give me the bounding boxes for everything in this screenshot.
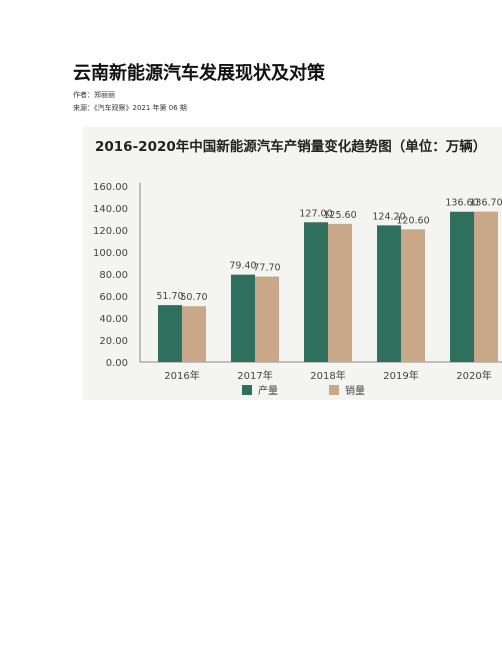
chart-title: 2016-2020年中国新能源汽车产销量变化趋势图（单位：万辆） xyxy=(95,138,486,155)
bar-value-label: 51.70 xyxy=(156,291,183,302)
y-tick-label: 160.00 xyxy=(93,182,128,193)
bar-value-label: 136.70 xyxy=(469,198,502,209)
legend-label: 销量 xyxy=(345,384,365,397)
source-line: 来源：《汽车观察》2021 年第 06 期 xyxy=(73,104,187,112)
bar-value-label: 125.60 xyxy=(323,210,356,221)
x-tick-label: 2017年 xyxy=(237,369,272,382)
legend-swatch xyxy=(329,385,339,395)
bar-value-label: 79.40 xyxy=(229,261,256,272)
bar-value-label: 136.60 xyxy=(445,198,478,209)
bar-sales xyxy=(401,229,425,362)
bar-value-label: 77.70 xyxy=(253,263,280,274)
y-tick-label: 40.00 xyxy=(99,314,128,325)
bar-value-label: 127.00 xyxy=(299,208,332,219)
y-tick-label: 100.00 xyxy=(93,248,128,259)
x-tick-label: 2020年 xyxy=(456,369,491,382)
article-title: 云南新能源汽车发展现状及对策 xyxy=(73,63,325,84)
y-tick-label: 80.00 xyxy=(99,270,128,281)
bar-production xyxy=(377,225,401,362)
legend-swatch xyxy=(242,385,252,395)
bar-sales xyxy=(255,276,279,362)
y-tick-label: 0.00 xyxy=(106,358,128,369)
bar-sales xyxy=(474,211,498,362)
x-tick-label: 2019年 xyxy=(383,369,418,382)
bar-production xyxy=(231,274,255,362)
bar-value-label: 120.60 xyxy=(396,215,429,226)
bar-value-label: 50.70 xyxy=(180,292,207,303)
chart-figure: 2016-2020年中国新能源汽车产销量变化趋势图（单位：万辆） 0.00 20.… xyxy=(83,127,502,400)
y-tick-label: 120.00 xyxy=(93,226,128,237)
y-tick-label: 60.00 xyxy=(99,292,128,303)
bar-production xyxy=(450,211,474,362)
bar-production xyxy=(158,305,182,362)
y-tick-label: 140.00 xyxy=(93,204,128,215)
bar-chart: 2016-2020年中国新能源汽车产销量变化趋势图（单位：万辆） 0.00 20.… xyxy=(93,138,502,397)
bar-production xyxy=(304,222,328,362)
y-tick-label: 20.00 xyxy=(99,336,128,347)
bar-value-label: 124.20 xyxy=(372,211,405,222)
x-tick-label: 2018年 xyxy=(310,369,345,382)
bar-sales xyxy=(328,223,352,362)
x-tick-label: 2016年 xyxy=(164,369,199,382)
bar-sales xyxy=(182,306,206,362)
legend-label: 产量 xyxy=(258,384,278,397)
author-line: 作者：郑丽丽 xyxy=(73,91,115,99)
